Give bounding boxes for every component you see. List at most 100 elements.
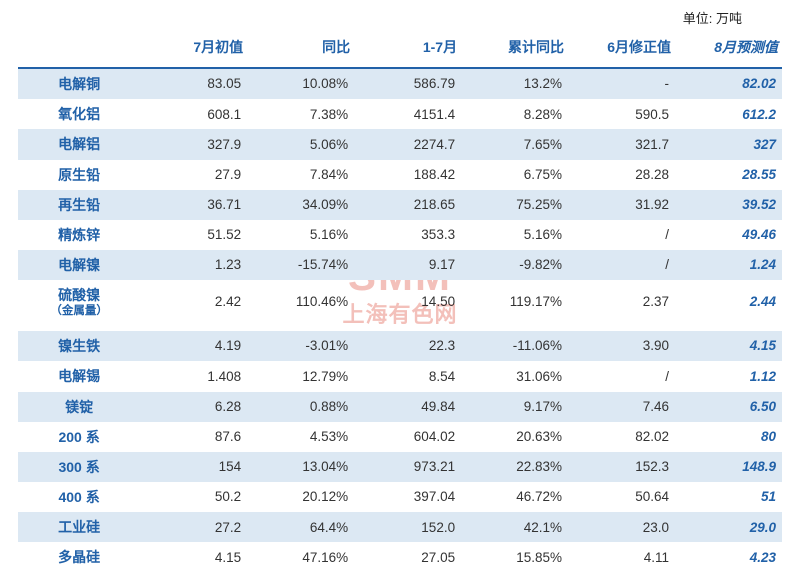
cell-jul_init: 1.23 [140,250,247,280]
cell-jul_init: 51.52 [140,220,247,250]
col-ytd: 1-7月 [354,29,461,68]
cell-jun_rev: - [568,68,675,99]
cell-jul_init: 2.42 [140,280,247,323]
unit-label: 单位: 万吨 [18,8,782,27]
cell-yoy: 110.46% [247,280,354,323]
cell-jul_init: 608.1 [140,99,247,129]
cell-jun_rev: 321.7 [568,129,675,159]
table-row: 300 系15413.04%973.2122.83%152.3148.9 [18,452,782,482]
cell-ytd_yoy: 31.06% [461,361,568,391]
cell-aug_fc: 612.2 [675,99,782,129]
cell-jul_init: 36.71 [140,190,247,220]
cell-ytd_yoy: 119.17% [461,280,568,323]
row-name: 原生铅 [18,160,140,190]
cell-yoy: 12.79% [247,361,354,391]
cell-jun_rev: / [568,250,675,280]
cell-ytd: 973.21 [354,452,461,482]
row-name: 再生铅 [18,190,140,220]
cell-jun_rev: 82.02 [568,422,675,452]
cell-aug_fc: 2.44 [675,280,782,323]
cell-jun_rev: 23.0 [568,512,675,542]
cell-jun_rev: 152.3 [568,452,675,482]
row-name: 工业硅 [18,512,140,542]
cell-ytd_yoy: 42.1% [461,512,568,542]
row-name: 电解镍 [18,250,140,280]
cell-aug_fc: 1.24 [675,250,782,280]
row-name: 镁锭 [18,392,140,422]
col-jun-rev: 6月修正值 [568,29,675,68]
row-name: 氧化铝 [18,99,140,129]
cell-jun_rev: 28.28 [568,160,675,190]
row-name: 400 系 [18,482,140,512]
row-name: 电解铜 [18,68,140,99]
row-name: 硫酸镍（金属量） [18,280,140,323]
cell-ytd: 8.54 [354,361,461,391]
cell-yoy: 34.09% [247,190,354,220]
spacer-cell [18,323,782,331]
cell-jul_init: 83.05 [140,68,247,99]
cell-yoy: 10.08% [247,68,354,99]
cell-ytd: 218.65 [354,190,461,220]
cell-jun_rev: 3.90 [568,331,675,361]
cell-yoy: 64.4% [247,512,354,542]
table-row [18,323,782,331]
cell-aug_fc: 1.12 [675,361,782,391]
col-aug-fc: 8月预测值 [675,29,782,68]
table-row: 电解锡1.40812.79%8.5431.06%/1.12 [18,361,782,391]
cell-jun_rev: 4.11 [568,542,675,572]
metals-output-table: 7月初值 同比 1-7月 累计同比 6月修正值 8月预测值 电解铜83.0510… [18,29,782,573]
cell-aug_fc: 49.46 [675,220,782,250]
cell-ytd_yoy: 15.85% [461,542,568,572]
cell-yoy: -15.74% [247,250,354,280]
table-row: 原生铅27.97.84%188.426.75%28.2828.55 [18,160,782,190]
row-name: 镍生铁 [18,331,140,361]
cell-ytd: 397.04 [354,482,461,512]
cell-jul_init: 50.2 [140,482,247,512]
cell-yoy: 5.06% [247,129,354,159]
table-row: 400 系50.220.12%397.0446.72%50.6451 [18,482,782,512]
cell-yoy: 13.04% [247,452,354,482]
cell-ytd: 27.05 [354,542,461,572]
row-name: 300 系 [18,452,140,482]
cell-aug_fc: 4.23 [675,542,782,572]
cell-jun_rev: 50.64 [568,482,675,512]
cell-jul_init: 4.15 [140,542,247,572]
table-row: 多晶硅4.1547.16%27.0515.85%4.114.23 [18,542,782,572]
cell-ytd: 4151.4 [354,99,461,129]
cell-ytd: 586.79 [354,68,461,99]
cell-yoy: 0.88% [247,392,354,422]
table-row: 镍生铁4.19-3.01%22.3-11.06%3.904.15 [18,331,782,361]
cell-jun_rev: / [568,220,675,250]
cell-ytd_yoy: 75.25% [461,190,568,220]
cell-ytd_yoy: 8.28% [461,99,568,129]
cell-ytd_yoy: 22.83% [461,452,568,482]
cell-yoy: 7.84% [247,160,354,190]
cell-ytd_yoy: 6.75% [461,160,568,190]
cell-ytd_yoy: 9.17% [461,392,568,422]
row-name: 电解锡 [18,361,140,391]
cell-jun_rev: 7.46 [568,392,675,422]
table-row: 硫酸镍（金属量）2.42110.46%14.50119.17%2.372.44 [18,280,782,323]
cell-jul_init: 87.6 [140,422,247,452]
cell-ytd_yoy: 7.65% [461,129,568,159]
cell-aug_fc: 28.55 [675,160,782,190]
cell-ytd_yoy: -11.06% [461,331,568,361]
cell-jun_rev: 31.92 [568,190,675,220]
row-name: 多晶硅 [18,542,140,572]
cell-aug_fc: 148.9 [675,452,782,482]
cell-ytd_yoy: -9.82% [461,250,568,280]
cell-ytd: 14.50 [354,280,461,323]
cell-ytd: 49.84 [354,392,461,422]
cell-aug_fc: 29.0 [675,512,782,542]
table-row: 再生铅36.7134.09%218.6575.25%31.9239.52 [18,190,782,220]
cell-ytd_yoy: 5.16% [461,220,568,250]
table-row: 电解铝327.95.06%2274.77.65%321.7327 [18,129,782,159]
table-row: 精炼锌51.525.16%353.35.16%/49.46 [18,220,782,250]
cell-aug_fc: 327 [675,129,782,159]
cell-ytd: 9.17 [354,250,461,280]
cell-yoy: 20.12% [247,482,354,512]
cell-jul_init: 4.19 [140,331,247,361]
table-row: 氧化铝608.17.38%4151.48.28%590.5612.2 [18,99,782,129]
table-row: 200 系87.64.53%604.0220.63%82.0280 [18,422,782,452]
cell-ytd: 22.3 [354,331,461,361]
